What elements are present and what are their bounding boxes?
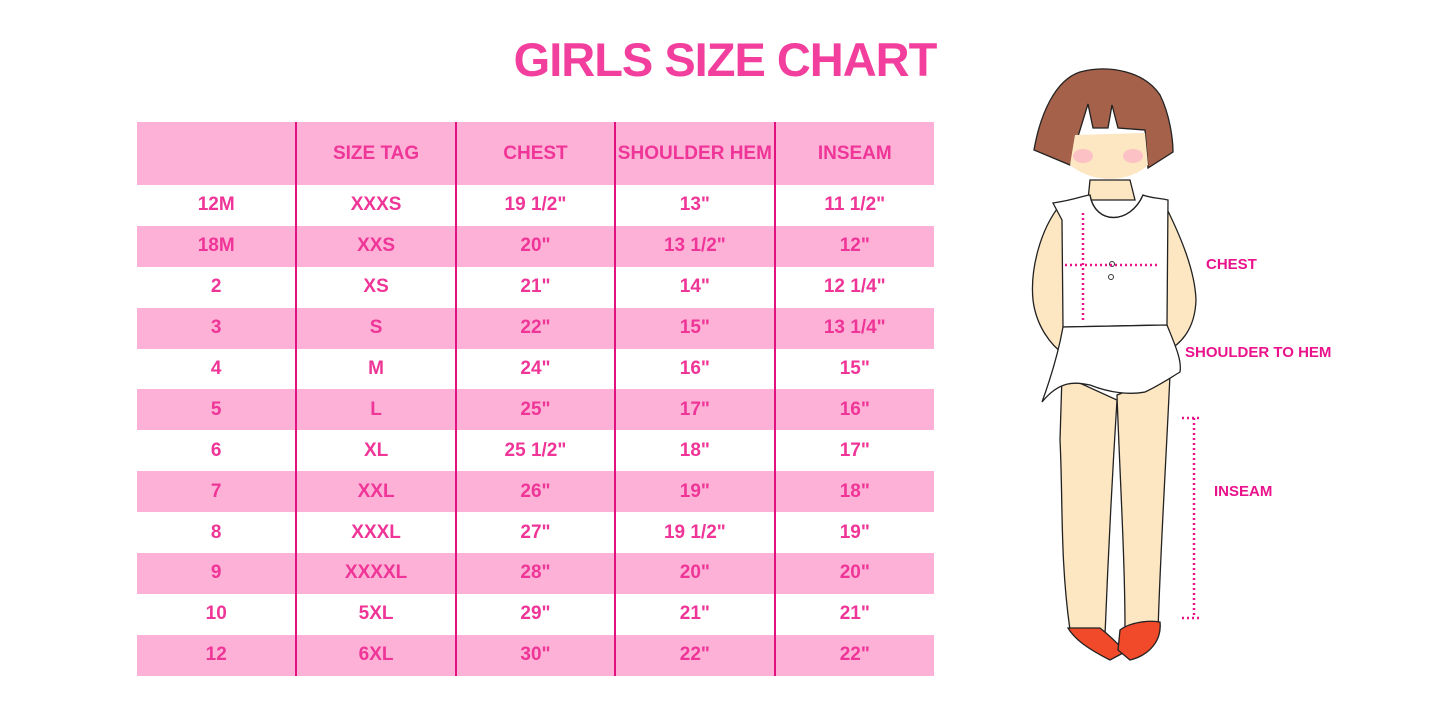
chest-label: CHEST xyxy=(1206,256,1257,273)
table-cell: 15" xyxy=(614,307,775,349)
table-cell: 22" xyxy=(454,307,616,349)
shirt xyxy=(1051,194,1169,328)
table-cell: XXXL xyxy=(295,512,456,554)
table-cell: 18" xyxy=(614,430,775,472)
table-cell: S xyxy=(295,307,456,349)
page-title: GIRLS SIZE CHART xyxy=(513,33,938,86)
column-header: SIZE TAG xyxy=(295,122,456,185)
table-row: 8 XXXL 27" 19 1/2" 19" xyxy=(137,512,934,554)
right-shoe xyxy=(1117,620,1161,661)
left-cheek xyxy=(1073,149,1093,163)
table-cell: 30" xyxy=(454,634,616,676)
table-cell: 20" xyxy=(773,553,934,594)
table-row: 3 S 22" 15" 13 1/4" xyxy=(137,307,934,349)
table-cell: 12 xyxy=(137,634,297,676)
size-table: SIZE TAG CHEST SHOULDER HEM INSEAM 12M XXXS 1… xyxy=(137,122,934,676)
table-cell: 17" xyxy=(614,389,775,431)
column-header: CHEST xyxy=(454,122,616,185)
table-row: 12M XXXS 19 1/2" 13" 11 1/2" xyxy=(137,185,934,226)
table-cell: 16" xyxy=(614,348,775,390)
table-cell: 24" xyxy=(454,348,616,390)
table-cell: 8 xyxy=(210,521,222,543)
left-shoe xyxy=(1066,627,1127,661)
column-header: INSEAM xyxy=(773,122,934,185)
table-cell: 28" xyxy=(454,553,616,594)
table-cell: 17" xyxy=(773,430,934,472)
table-cell: 18" xyxy=(773,471,934,513)
table-cell: M xyxy=(295,348,456,390)
table-cell: 12 1/4" xyxy=(773,266,934,308)
shirt-collar xyxy=(1089,194,1144,219)
table-row: 12 6XL 30" 22" 22" xyxy=(137,634,934,676)
table-cell: 6 xyxy=(210,439,222,461)
table-cell: XXXS xyxy=(295,185,456,226)
table-cell: 16" xyxy=(773,389,934,431)
table-cell: 13 1/4" xyxy=(773,307,934,349)
table-row: 10 5XL 29" 21" 21" xyxy=(137,593,934,635)
table-cell: 6XL xyxy=(295,634,456,676)
table-cell: 2 xyxy=(210,276,222,298)
table-header-row: SIZE TAG CHEST SHOULDER HEM INSEAM xyxy=(137,122,934,185)
table-cell: 5 xyxy=(137,389,297,431)
table-cell: XS xyxy=(295,266,456,308)
table-cell: 13 1/2" xyxy=(614,225,775,267)
table-row: 4 M 24" 16" 15" xyxy=(137,348,934,390)
table-cell: XL xyxy=(295,430,456,472)
table-cell: 19 1/2" xyxy=(614,512,775,554)
table-cell: 19" xyxy=(773,512,934,554)
table-cell: 19 1/2" xyxy=(454,185,616,226)
inseam-label: INSEAM xyxy=(1214,483,1273,500)
column-header: SHOULDER HEM xyxy=(614,122,775,185)
table-row: 2 XS 21" 14" 12 1/4" xyxy=(137,266,934,308)
skirt xyxy=(1041,324,1181,403)
shirt-button xyxy=(1108,274,1114,280)
table-cell: 27" xyxy=(454,512,616,554)
left-leg xyxy=(1059,374,1118,636)
table-cell: 21" xyxy=(773,593,934,635)
table-cell: 11 1/2" xyxy=(773,185,934,226)
table-cell: 22" xyxy=(773,634,934,676)
table-cell: 19" xyxy=(614,471,775,513)
left-arm xyxy=(1031,204,1066,357)
neck xyxy=(1087,179,1136,201)
table-row: 7 XXL 26" 19" 18" xyxy=(137,471,934,513)
table-cell: 26" xyxy=(454,471,616,513)
table-cell: 12M xyxy=(197,194,235,216)
shoulder-to-hem-label: SHOULDER TO HEM xyxy=(1185,344,1332,361)
table-cell: 21" xyxy=(614,593,775,635)
table-row: 9 XXXXL 28" 20" 20" xyxy=(137,553,934,594)
table-cell: 22" xyxy=(614,634,775,676)
table-cell: XXS xyxy=(295,225,456,267)
table-row: 5 L 25" 17" 16" xyxy=(137,389,934,431)
table-row: 18M XXS 20" 13 1/2" 12" xyxy=(137,225,934,267)
table-cell: 29" xyxy=(454,593,616,635)
table-cell: 4 xyxy=(210,358,222,379)
table-cell: 25 1/2" xyxy=(454,430,616,472)
shirt-button xyxy=(1109,261,1115,267)
right-cheek xyxy=(1123,149,1143,163)
table-cell: XXXXL xyxy=(295,553,456,594)
table-cell: 3 xyxy=(137,307,297,349)
table-cell: 5XL xyxy=(295,593,456,635)
column-header xyxy=(137,122,297,185)
table-cell: 15" xyxy=(773,348,934,390)
table-row: 6 XL 25 1/2" 18" 17" xyxy=(137,430,934,472)
table-cell: 20" xyxy=(454,225,616,267)
table-cell: 13" xyxy=(614,185,775,226)
table-body: 12M XXXS 19 1/2" 13" 11 1/2" 18M XXS 20" 13 1/2"… xyxy=(137,185,934,676)
table-cell: 12" xyxy=(773,225,934,267)
table-cell: 14" xyxy=(614,266,775,308)
table-cell: 21" xyxy=(454,266,616,308)
face xyxy=(1070,133,1148,179)
table-cell: XXL xyxy=(295,471,456,513)
table-cell: 18M xyxy=(137,225,297,267)
table-cell: 10 xyxy=(205,603,227,625)
table-cell: 9 xyxy=(137,553,297,594)
table-cell: L xyxy=(295,389,456,431)
table-cell: 25" xyxy=(454,389,616,431)
right-leg xyxy=(1116,374,1171,633)
table-cell: 7 xyxy=(137,471,297,513)
table-cell: 20" xyxy=(614,553,775,594)
